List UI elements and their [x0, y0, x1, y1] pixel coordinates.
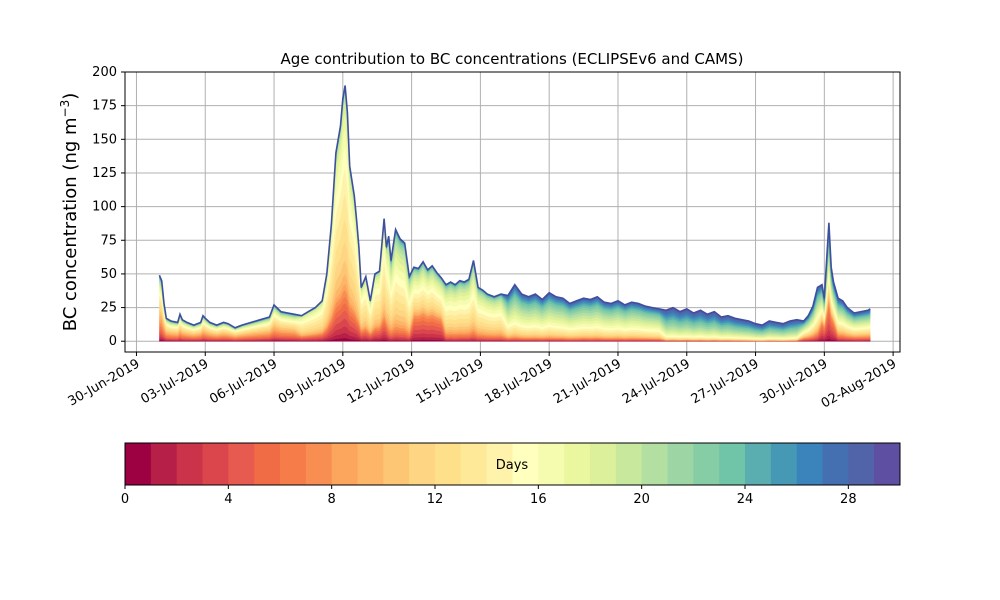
colorbar-swatch [641, 443, 668, 485]
stacked-areas [158, 85, 871, 342]
colorbar-tick-label: 8 [328, 492, 336, 507]
colorbar-swatch [228, 443, 255, 485]
colorbar-swatch [848, 443, 875, 485]
y-tick-label: 0 [109, 334, 117, 349]
colorbar-tick-label: 4 [224, 492, 232, 507]
plot-frame [124, 71, 901, 353]
colorbar-swatch [331, 443, 358, 485]
colorbar-swatch [667, 443, 694, 485]
x-axis: 30-Jun-201903-Jul-201906-Jul-201909-Jul-… [66, 352, 899, 412]
x-tick-label: 21-Jul-2019 [551, 356, 624, 407]
colorbar-tick-label: 28 [840, 492, 857, 507]
x-tick-label: 12-Jul-2019 [345, 356, 418, 407]
y-tick-label: 50 [100, 267, 117, 282]
colorbar-swatch [150, 443, 178, 485]
colorbar-swatch [486, 443, 513, 485]
colorbar-swatch [176, 443, 203, 485]
colorbar-tick-label: 12 [427, 492, 444, 507]
colorbar-tick-label: 16 [530, 492, 547, 507]
y-tick-label: 200 [92, 65, 117, 80]
colorbar-swatch [512, 443, 539, 485]
plot-area: 0 25 50 75 100 125 150 175 200 30-Jun-201903-Jul… [66, 65, 901, 412]
x-tick-label: 24-Jul-2019 [620, 356, 693, 407]
colorbar-swatch [305, 443, 333, 485]
x-tick-label: 03-Jul-2019 [138, 356, 211, 407]
colorbar: 0 4 8 12 16 20 24 28 [121, 442, 901, 507]
colorbar-swatch [796, 443, 823, 485]
y-axis-label: BC concentration (ng m−3) [58, 93, 81, 332]
colorbar-swatch [460, 443, 488, 485]
x-tick-label: 09-Jul-2019 [276, 356, 349, 407]
x-tick-label: 27-Jul-2019 [689, 356, 762, 407]
age-bin-area-23-24 [159, 88, 871, 333]
y-tick-label: 100 [92, 200, 117, 215]
colorbar-tick-label: 24 [737, 492, 754, 507]
x-tick-label: 02-Aug-2019 [819, 356, 899, 411]
total-series-line [158, 85, 871, 329]
colorbar-swatch [383, 443, 410, 485]
colorbar-swatch [745, 443, 772, 485]
colorbar-swatch [693, 443, 720, 485]
colorbar-swatch [719, 443, 746, 485]
chart-title: Age contribution to BC concentrations (E… [281, 50, 744, 68]
colorbar-label: Days [496, 458, 529, 473]
colorbar-frame [124, 442, 901, 486]
colorbar-swatch [874, 443, 901, 485]
colorbar-swatch [254, 443, 281, 485]
y-axis-label-superscript: −3 [58, 100, 72, 118]
x-tick-label: 18-Jul-2019 [482, 356, 555, 407]
colorbar-swatch [822, 443, 849, 485]
colorbar-swatch [202, 443, 229, 485]
colorbar-swatch [590, 443, 617, 485]
y-axis: 0 25 50 75 100 125 150 175 200 [92, 65, 125, 349]
colorbar-swatch [615, 443, 643, 485]
age-bin-area-24-25 [159, 87, 871, 331]
y-tick-label: 25 [100, 301, 117, 316]
colorbar-tick-label: 20 [633, 492, 650, 507]
colorbar-swatch [125, 443, 152, 485]
colorbar-swatch [435, 443, 462, 485]
y-tick-label: 125 [92, 166, 117, 181]
colorbar-swatch [280, 443, 307, 485]
x-tick-label: 15-Jul-2019 [414, 356, 487, 407]
colorbar-swatch [409, 443, 436, 485]
colorbar-swatch [770, 443, 798, 485]
y-tick-label: 75 [100, 233, 117, 248]
y-tick-label: 150 [92, 132, 117, 147]
colorbar-tick-label: 0 [121, 492, 129, 507]
colorbar-swatch [538, 443, 565, 485]
colorbar-swatch [357, 443, 384, 485]
x-tick-label: 06-Jul-2019 [207, 356, 280, 407]
colorbar-swatch [564, 443, 591, 485]
y-tick-label: 175 [92, 99, 117, 114]
x-tick-label: 30-Jun-2019 [66, 356, 143, 409]
